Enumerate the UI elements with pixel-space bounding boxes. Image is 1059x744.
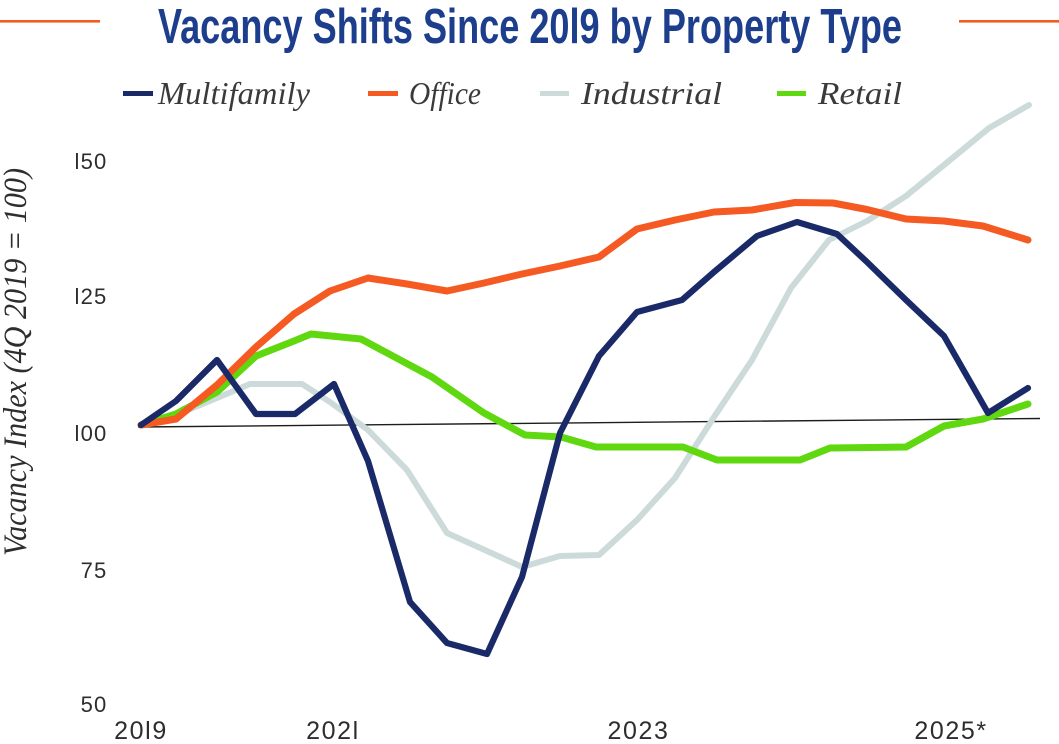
svg-text:Vacancy Shifts Since 20l9 by P: Vacancy Shifts Since 20l9 by Property Ty… bbox=[158, 0, 902, 54]
svg-text:20l9: 20l9 bbox=[114, 717, 168, 744]
svg-text:l00: l00 bbox=[75, 421, 108, 446]
svg-text:2023: 2023 bbox=[607, 717, 669, 744]
svg-text:l50: l50 bbox=[75, 149, 108, 174]
svg-text:Retail: Retail bbox=[817, 75, 902, 111]
svg-text:75: 75 bbox=[81, 558, 108, 583]
svg-text:Office: Office bbox=[409, 75, 481, 111]
svg-text:Vacancy Index (4Q 2019 = 100): Vacancy Index (4Q 2019 = 100) bbox=[0, 168, 34, 556]
svg-text:l25: l25 bbox=[75, 284, 108, 309]
svg-text:Industrial: Industrial bbox=[580, 75, 722, 111]
svg-text:50: 50 bbox=[81, 692, 108, 717]
svg-text:2025*: 2025* bbox=[914, 717, 987, 744]
svg-text:Multifamily: Multifamily bbox=[157, 75, 311, 111]
svg-text:202l: 202l bbox=[306, 717, 360, 744]
